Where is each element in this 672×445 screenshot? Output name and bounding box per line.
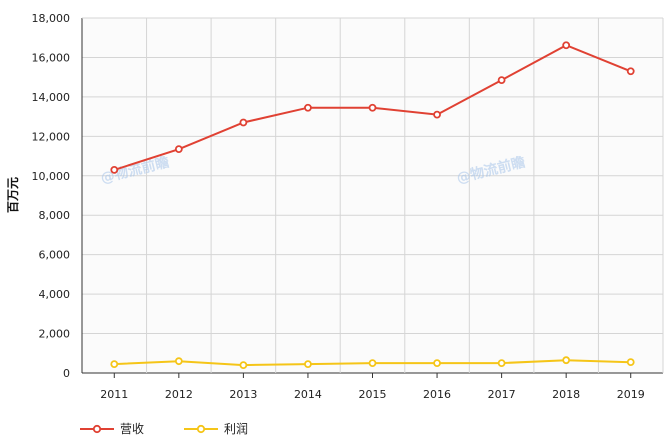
y-tick-label: 16,000 bbox=[32, 51, 71, 64]
data-point[interactable] bbox=[174, 357, 183, 366]
y-axis-label: 百万元 bbox=[6, 177, 20, 213]
data-point[interactable] bbox=[304, 103, 312, 112]
data-point[interactable] bbox=[562, 41, 571, 50]
x-tick-label: 2013 bbox=[229, 388, 257, 401]
legend-label-profit: 利润 bbox=[224, 422, 249, 436]
y-tick-label: 10,000 bbox=[32, 170, 71, 183]
legend-swatch-profit bbox=[184, 424, 219, 433]
legend-swatch-revenue bbox=[80, 424, 114, 433]
y-tick-label: 0 bbox=[63, 367, 70, 380]
x-tick-label: 2015 bbox=[359, 388, 387, 401]
y-axis-ticks: 0 2,000 4,000 6,000 8,000 10,000 12,000 14,000 1… bbox=[32, 12, 71, 380]
x-axis-ticks: 2011 2012 2013 2014 2015 2016 2017 2018 2019 bbox=[100, 373, 645, 401]
data-point[interactable] bbox=[626, 67, 635, 76]
x-tick-label: 2018 bbox=[552, 388, 580, 401]
y-tick-label: 12,000 bbox=[32, 130, 71, 143]
x-tick-label: 2014 bbox=[294, 388, 322, 401]
legend-item-profit[interactable]: 利润 bbox=[184, 420, 248, 437]
data-point[interactable] bbox=[304, 360, 312, 369]
legend-item-revenue[interactable]: 营收 bbox=[80, 420, 144, 437]
y-tick-label: 8,000 bbox=[39, 209, 71, 222]
y-tick-label: 14,000 bbox=[32, 91, 71, 104]
series-group bbox=[110, 41, 635, 370]
y-tick-label: 2,000 bbox=[39, 328, 71, 341]
y-tick-label: 18,000 bbox=[32, 12, 71, 25]
x-tick-label: 2019 bbox=[617, 388, 645, 401]
y-tick-label: 6,000 bbox=[39, 249, 71, 262]
data-point[interactable] bbox=[368, 359, 377, 368]
data-point[interactable] bbox=[239, 118, 248, 127]
data-point[interactable] bbox=[433, 359, 441, 368]
legend-label-revenue: 营收 bbox=[120, 422, 145, 436]
data-point[interactable] bbox=[497, 76, 506, 85]
data-point[interactable] bbox=[110, 360, 119, 369]
data-point[interactable] bbox=[497, 359, 506, 368]
data-point[interactable] bbox=[239, 361, 248, 370]
data-point[interactable] bbox=[110, 165, 119, 174]
data-point[interactable] bbox=[626, 358, 635, 367]
legend: 营收 利润 bbox=[80, 420, 248, 437]
data-point[interactable] bbox=[368, 103, 377, 112]
x-tick-label: 2012 bbox=[165, 388, 193, 401]
plot-area bbox=[82, 18, 663, 373]
x-tick-label: 2016 bbox=[423, 388, 451, 401]
data-point[interactable] bbox=[433, 110, 441, 119]
y-tick-label: 4,000 bbox=[39, 288, 71, 301]
data-point[interactable] bbox=[562, 356, 571, 365]
data-point[interactable] bbox=[174, 145, 183, 154]
x-tick-label: 2017 bbox=[488, 388, 516, 401]
x-tick-label: 2011 bbox=[100, 388, 128, 401]
grid bbox=[81, 17, 664, 374]
